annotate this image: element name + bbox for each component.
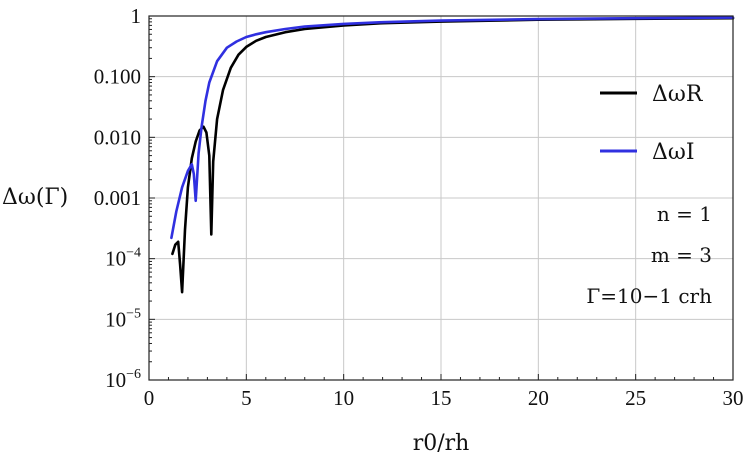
y-tick-label: 10−6 [105, 367, 141, 392]
y-tick-label: 0.100 [94, 65, 141, 89]
x-tick-label: 10 [333, 386, 354, 410]
series-layer [170, 16, 735, 294]
x-tick-label: 25 [625, 386, 646, 410]
x-axis-label: r0/rh [413, 431, 470, 456]
legend-label-dwr: ΔωR [652, 82, 704, 107]
y-tick-label: 10−5 [105, 306, 141, 331]
legend: ΔωR ΔωI [600, 82, 704, 165]
x-tick-label: 30 [723, 386, 744, 410]
series-line-dwi [170, 16, 735, 240]
x-tick-label: 0 [144, 386, 155, 410]
x-tick-label: 20 [528, 386, 549, 410]
y-axis-label: Δω(Γ) [2, 185, 68, 210]
y-tick-label: 0.010 [94, 125, 141, 149]
annotation-gamma: Γ=10−1 crh [586, 284, 712, 308]
annotation-m: m = 3 [651, 243, 712, 267]
axis-ticks: 0 5 10 15 20 25 30 10−6 10−5 10−4 0.001 0.010 0.100 1 [94, 4, 744, 410]
annotation-n: n = 1 [657, 202, 712, 226]
x-tick-label: 15 [431, 386, 452, 410]
y-tick-label: 10−4 [105, 246, 141, 271]
series-line-dwr [171, 16, 735, 294]
y-tick-label: 0.001 [94, 186, 141, 210]
grid-lines [149, 16, 733, 380]
y-tick-label: 1 [131, 4, 142, 28]
parameter-annotations: n = 1 m = 3 Γ=10−1 crh [586, 202, 712, 308]
legend-label-dwi: ΔωI [652, 140, 695, 165]
x-tick-label: 5 [241, 386, 252, 410]
